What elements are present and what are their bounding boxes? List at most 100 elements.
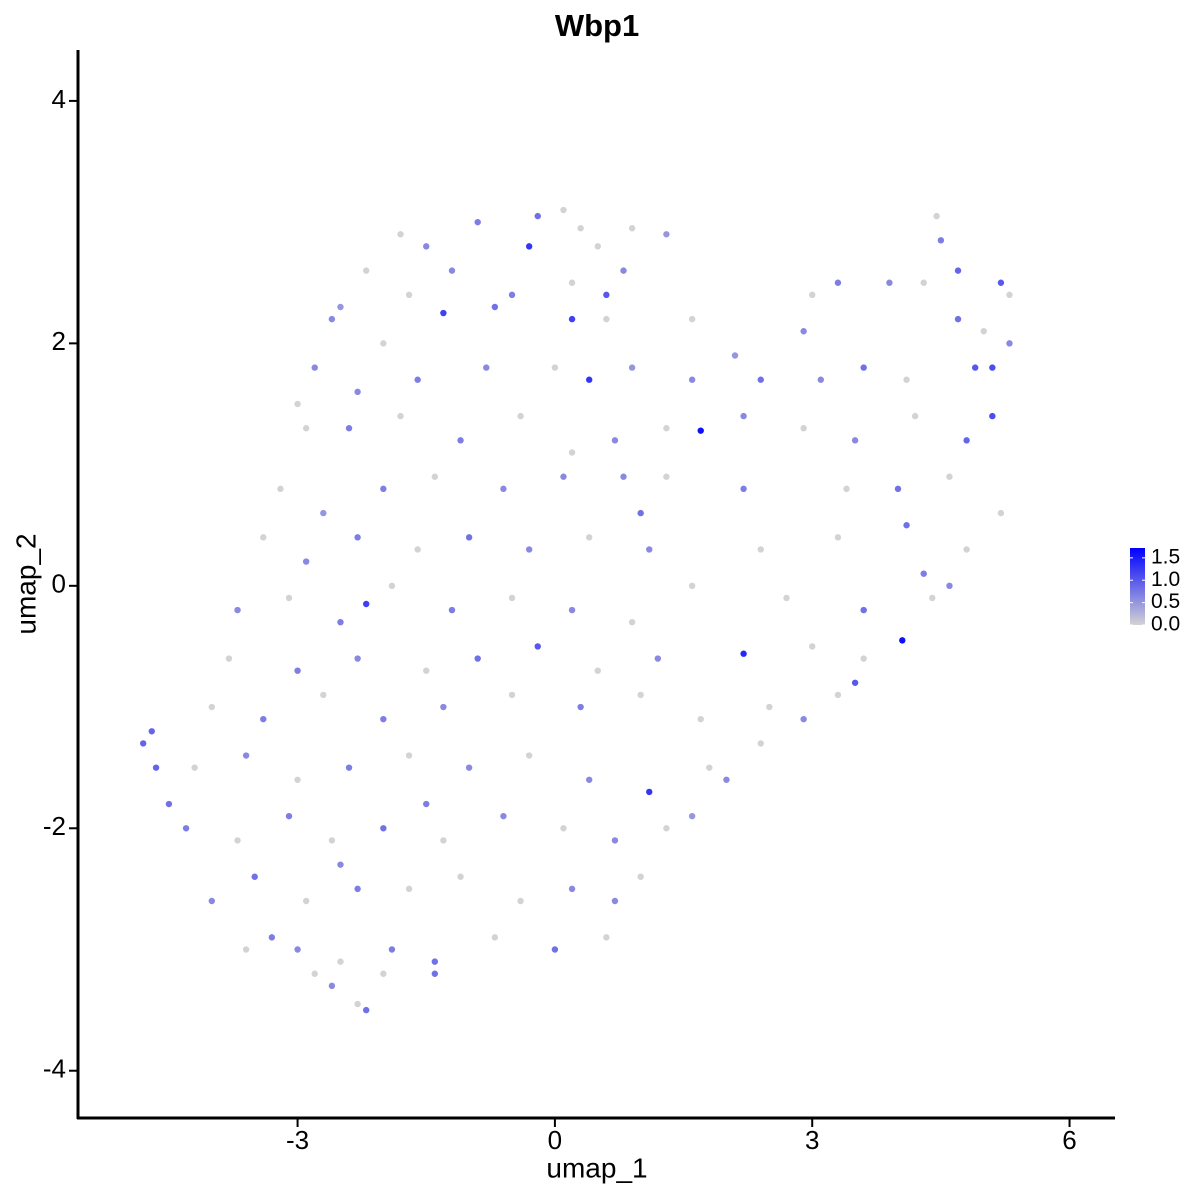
y-tick-label: -4 xyxy=(43,1054,66,1084)
point xyxy=(920,570,927,577)
point xyxy=(809,643,816,650)
point xyxy=(851,679,859,686)
point xyxy=(551,364,559,371)
point xyxy=(568,606,576,614)
point xyxy=(457,873,464,880)
point xyxy=(757,546,764,553)
point xyxy=(423,667,430,674)
point xyxy=(954,267,962,274)
point xyxy=(706,764,713,771)
point xyxy=(139,740,147,747)
point xyxy=(388,946,396,953)
point xyxy=(320,691,327,699)
point xyxy=(500,812,507,820)
point xyxy=(208,897,216,905)
points xyxy=(139,206,1013,1014)
point xyxy=(963,437,970,444)
point xyxy=(302,558,310,565)
x-tick-label: 0 xyxy=(548,1125,562,1155)
point xyxy=(320,509,327,517)
legend-label: 1.0 xyxy=(1151,568,1180,591)
point xyxy=(560,825,567,832)
point xyxy=(517,412,524,420)
point xyxy=(620,473,627,480)
point xyxy=(929,594,936,602)
point xyxy=(843,485,850,493)
point xyxy=(457,437,464,444)
point xyxy=(989,412,996,420)
point xyxy=(740,485,747,493)
point xyxy=(697,427,704,434)
point xyxy=(440,837,447,844)
point xyxy=(594,667,601,674)
point xyxy=(654,655,662,662)
point xyxy=(688,582,696,590)
point xyxy=(534,643,541,650)
point xyxy=(946,473,953,480)
point xyxy=(628,618,636,626)
point xyxy=(954,315,962,323)
point xyxy=(354,388,361,396)
point xyxy=(688,315,696,323)
point xyxy=(354,655,361,662)
point xyxy=(800,425,807,432)
point xyxy=(431,970,439,977)
point xyxy=(740,650,747,657)
point xyxy=(242,752,250,759)
point xyxy=(646,546,653,553)
point xyxy=(405,291,413,299)
point xyxy=(594,243,601,250)
x-tick-label: 6 xyxy=(1062,1125,1076,1155)
point xyxy=(886,279,893,286)
point xyxy=(963,546,970,553)
x-tick-label: 3 xyxy=(805,1125,819,1155)
point xyxy=(937,237,945,244)
point xyxy=(551,946,559,953)
point xyxy=(380,340,387,347)
y-tick-label: -2 xyxy=(43,811,66,841)
point xyxy=(586,534,593,541)
point xyxy=(989,364,996,371)
point xyxy=(603,291,610,299)
point xyxy=(903,522,910,529)
point xyxy=(242,946,250,953)
point xyxy=(577,225,584,232)
point xyxy=(903,376,910,383)
point xyxy=(165,800,173,808)
point xyxy=(397,412,404,420)
point xyxy=(337,618,344,626)
point xyxy=(783,594,790,602)
point xyxy=(911,412,919,420)
point xyxy=(380,970,387,977)
point xyxy=(208,703,216,711)
point xyxy=(483,364,490,371)
point xyxy=(800,715,807,723)
point xyxy=(405,752,413,759)
point xyxy=(440,309,447,317)
point xyxy=(285,812,293,820)
point xyxy=(980,328,987,335)
point xyxy=(302,425,310,432)
point xyxy=(474,218,481,226)
point xyxy=(568,279,576,286)
point xyxy=(637,509,644,517)
point xyxy=(663,425,670,432)
point xyxy=(423,243,430,250)
point xyxy=(723,776,730,783)
point xyxy=(1006,340,1013,347)
point xyxy=(997,509,1005,517)
point xyxy=(414,376,421,383)
point xyxy=(345,764,353,771)
point xyxy=(311,364,318,371)
point xyxy=(628,225,636,232)
point xyxy=(577,703,584,711)
point xyxy=(663,473,670,480)
point xyxy=(337,958,344,965)
point xyxy=(817,376,824,383)
point xyxy=(851,437,859,444)
point xyxy=(260,715,267,723)
point xyxy=(362,600,370,608)
point xyxy=(268,934,276,941)
point xyxy=(362,267,370,274)
point xyxy=(971,364,979,371)
